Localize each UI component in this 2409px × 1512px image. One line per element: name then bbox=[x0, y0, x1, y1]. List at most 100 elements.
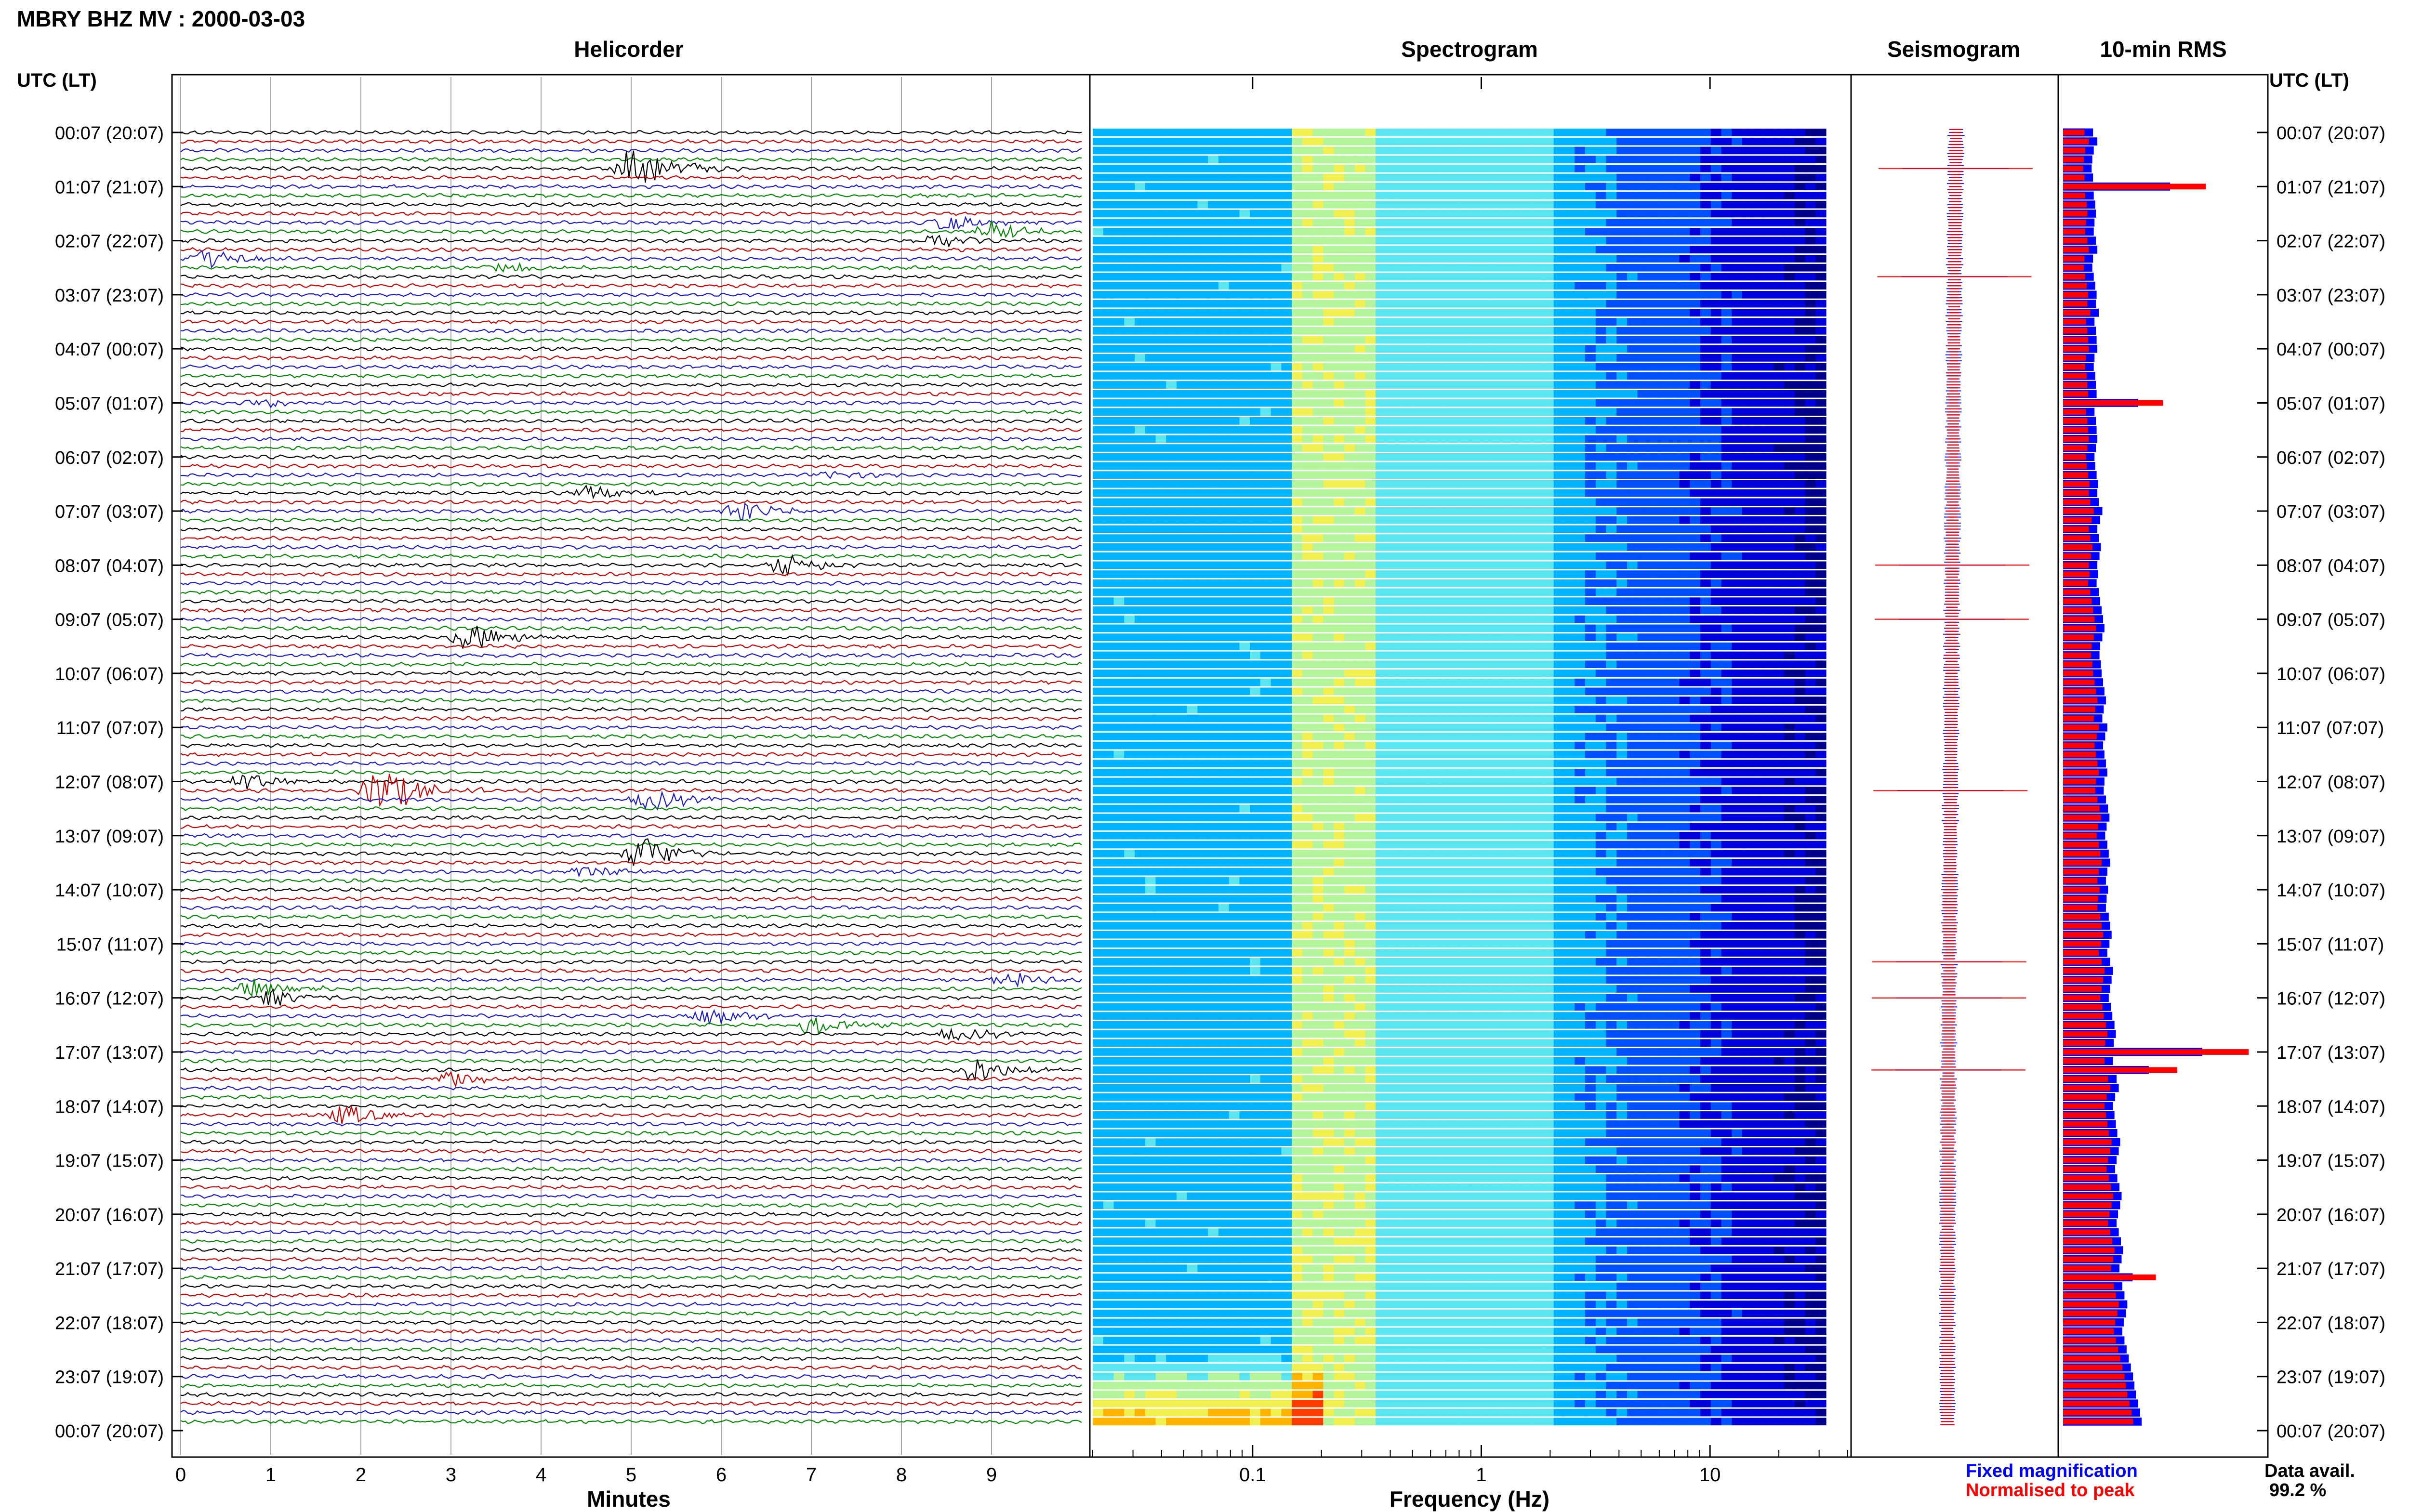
spectrogram-cell bbox=[1575, 741, 1586, 749]
spectrogram-cell bbox=[1344, 534, 1355, 542]
spectrogram-cell bbox=[1637, 534, 1648, 542]
spectrogram-cell bbox=[1438, 372, 1449, 380]
spectrogram-cell bbox=[1815, 173, 1827, 182]
spectrogram-cell bbox=[1407, 741, 1418, 749]
spectrogram-cell bbox=[1323, 723, 1334, 731]
spectrogram-cell bbox=[1312, 165, 1324, 172]
spectrogram-cell bbox=[1438, 543, 1449, 551]
spectrogram-cell bbox=[1396, 705, 1407, 713]
spectrogram-cell bbox=[1721, 146, 1732, 155]
spectrogram-cell bbox=[1522, 183, 1533, 191]
spectrogram-cell bbox=[1533, 210, 1544, 218]
spectrogram-cell bbox=[1501, 173, 1512, 182]
spectrogram-cell bbox=[1312, 129, 1324, 136]
spectrogram-cell bbox=[1386, 697, 1397, 704]
spectrogram-cell bbox=[1302, 670, 1313, 677]
spectrogram-cell bbox=[1281, 697, 1292, 704]
spectrogram-cell bbox=[1113, 291, 1125, 299]
spectrogram-cell bbox=[1553, 318, 1564, 326]
spectrogram-cell bbox=[1239, 156, 1250, 163]
spectrogram-cell bbox=[1459, 246, 1470, 254]
spectrogram-cell bbox=[1700, 714, 1711, 723]
spectrogram-cell bbox=[1710, 327, 1722, 335]
spectrogram-cell bbox=[1637, 733, 1648, 740]
spectrogram-cell bbox=[1124, 210, 1135, 218]
spectrogram-cell bbox=[1721, 336, 1732, 344]
helicorder-trace bbox=[180, 262, 1082, 273]
spectrogram-cell bbox=[1155, 534, 1166, 542]
spectrogram-cell bbox=[1805, 372, 1816, 380]
spectrogram-cell bbox=[1522, 453, 1533, 461]
spectrogram-cell bbox=[1176, 146, 1188, 155]
spectrogram-cell bbox=[1250, 372, 1261, 380]
spectrogram-cell bbox=[1564, 390, 1575, 398]
spectrogram-cell bbox=[1616, 255, 1628, 263]
spectrogram-cell bbox=[1700, 642, 1711, 650]
spectrogram-cell bbox=[1553, 678, 1564, 686]
spectrogram-cell bbox=[1805, 453, 1816, 461]
spectrogram-cell bbox=[1595, 678, 1606, 686]
spectrogram-cell bbox=[1480, 660, 1491, 668]
spectrogram-cell bbox=[1616, 345, 1628, 353]
spectrogram-cell bbox=[1155, 129, 1166, 136]
spectrogram-cell bbox=[1208, 263, 1219, 272]
spectrogram-cell bbox=[1784, 543, 1795, 551]
spectrogram-cell bbox=[1480, 300, 1491, 308]
spectrogram-cell bbox=[1396, 741, 1407, 749]
spectrogram-cell bbox=[1585, 733, 1596, 740]
spectrogram-cell bbox=[1386, 733, 1397, 740]
spectrogram-cell bbox=[1449, 273, 1460, 281]
spectrogram-cell bbox=[1344, 543, 1355, 551]
spectrogram-cell bbox=[1124, 489, 1135, 497]
spectrogram-cell bbox=[1250, 705, 1261, 713]
spectrogram-cell bbox=[1135, 408, 1146, 416]
spectrogram-cell bbox=[1585, 173, 1596, 182]
spectrogram-cell bbox=[1396, 670, 1407, 677]
helicorder-trace bbox=[180, 751, 1082, 757]
spectrogram-cell bbox=[1794, 318, 1806, 326]
spectrogram-cell bbox=[1229, 173, 1240, 182]
spectrogram-cell bbox=[1323, 471, 1334, 479]
spectrogram-cell bbox=[1176, 588, 1188, 596]
spectrogram-cell bbox=[1543, 579, 1554, 587]
spectrogram-cell bbox=[1145, 741, 1156, 749]
spectrogram-cell bbox=[1616, 642, 1628, 650]
spectrogram-cell bbox=[1815, 678, 1827, 686]
spectrogram-cell bbox=[1742, 697, 1753, 704]
spectrogram-cell bbox=[1124, 651, 1135, 659]
spectrogram-cell bbox=[1428, 489, 1439, 497]
spectrogram-cell bbox=[1292, 426, 1303, 434]
spectrogram-cell bbox=[1606, 462, 1617, 470]
spectrogram-cell bbox=[1815, 354, 1827, 362]
spectrogram-cell bbox=[1229, 516, 1240, 524]
spectrogram-cell bbox=[1627, 678, 1638, 686]
helicorder-trace bbox=[180, 484, 1082, 500]
spectrogram-cell bbox=[1763, 471, 1774, 479]
spectrogram-cell bbox=[1155, 192, 1166, 199]
spectrogram-cell bbox=[1679, 697, 1690, 704]
spectrogram-cell bbox=[1522, 327, 1533, 335]
spectrogram-cell bbox=[1260, 273, 1271, 281]
spectrogram-cell bbox=[1417, 615, 1429, 623]
spectrogram-cell bbox=[1690, 318, 1701, 326]
spectrogram-cell bbox=[1229, 525, 1240, 533]
helicorder-trace bbox=[180, 671, 1082, 676]
spectrogram-cell bbox=[1595, 733, 1606, 740]
spectrogram-cell bbox=[1690, 670, 1701, 677]
spectrogram-cell bbox=[1732, 219, 1743, 226]
spectrogram-cell bbox=[1145, 237, 1156, 245]
spectrogram-cell bbox=[1197, 723, 1208, 731]
helicorder-trace bbox=[180, 1004, 1082, 1010]
spectrogram-cell bbox=[1145, 453, 1156, 461]
spectrogram-cell bbox=[1135, 237, 1146, 245]
spectrogram-cell bbox=[1176, 336, 1188, 344]
spectrogram-cell bbox=[1197, 165, 1208, 172]
helicorder-trace bbox=[180, 175, 1082, 181]
spectrogram-cell bbox=[1637, 381, 1648, 389]
spectrogram-cell bbox=[1113, 733, 1125, 740]
spectrogram-cell bbox=[1312, 273, 1324, 281]
spectrogram-cell bbox=[1679, 687, 1690, 696]
spectrogram-cell bbox=[1553, 210, 1564, 218]
spectrogram-cell bbox=[1197, 543, 1208, 551]
spectrogram-cell bbox=[1187, 372, 1198, 380]
